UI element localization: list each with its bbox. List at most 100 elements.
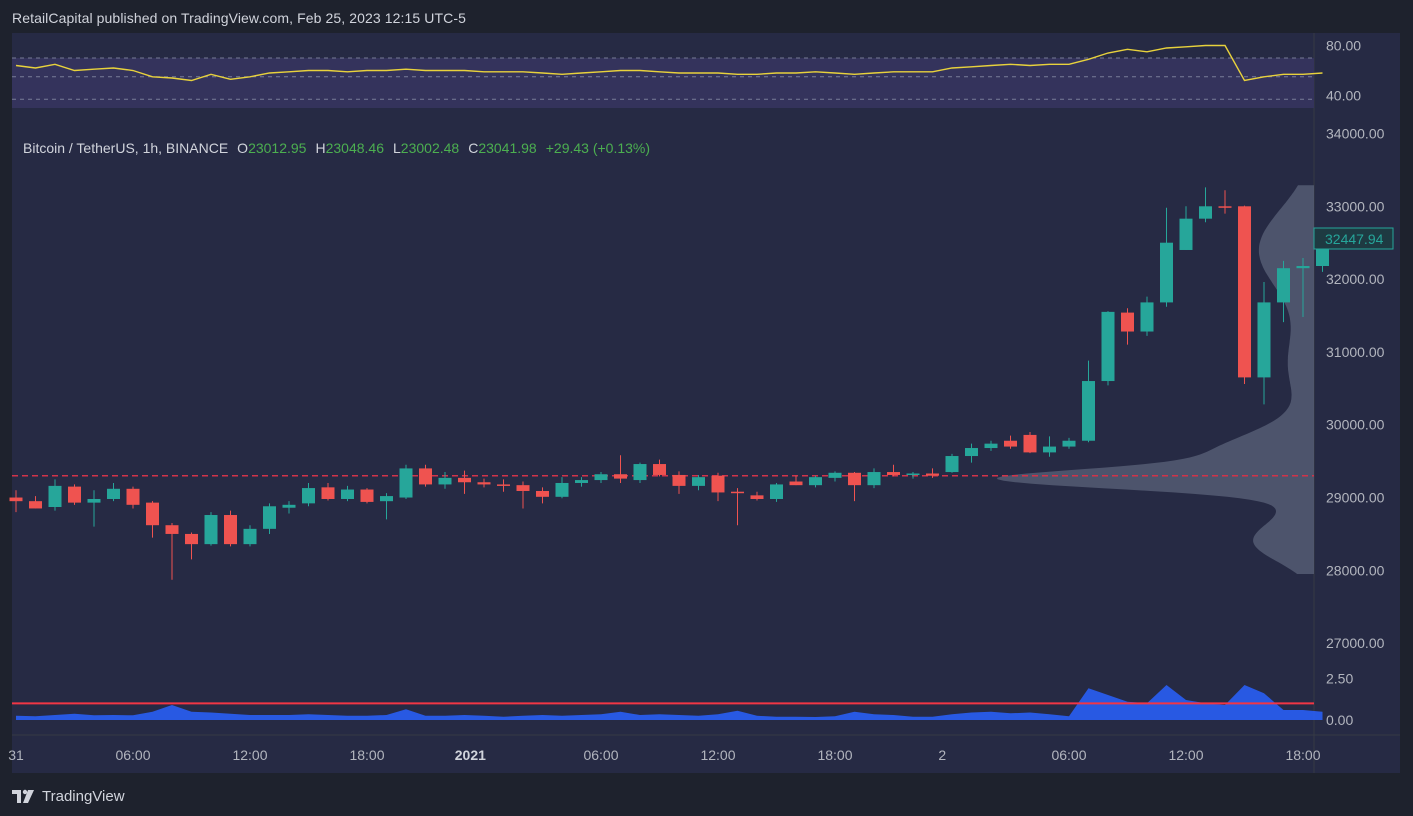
candle <box>146 501 159 538</box>
candle-body <box>477 482 491 485</box>
candle <box>1023 432 1037 454</box>
candle <box>828 471 842 482</box>
candle-body <box>263 506 276 529</box>
candle <box>887 464 900 477</box>
candle <box>68 484 81 505</box>
time-tick-label: 06:00 <box>583 747 618 763</box>
candle-body <box>68 486 81 503</box>
legend[interactable]: Bitcoin / TetherUS, 1h, BINANCE O23012.95… <box>23 140 650 156</box>
candle <box>614 455 627 483</box>
candle <box>1043 436 1056 457</box>
candle <box>263 503 276 534</box>
candle <box>809 475 822 488</box>
candle <box>1199 187 1212 223</box>
candle <box>1121 308 1134 345</box>
candle <box>536 487 549 504</box>
candle <box>477 478 491 488</box>
candle <box>965 443 978 463</box>
candle-body <box>224 515 237 545</box>
candle <box>380 493 393 520</box>
indicator-pane <box>12 685 1323 720</box>
candle-body <box>887 472 900 475</box>
candle <box>789 475 803 486</box>
candle-body <box>126 488 140 505</box>
volume-profile <box>997 185 1314 574</box>
candle-body <box>204 515 218 545</box>
candle-body <box>1140 302 1154 332</box>
time-tick-label: 2 <box>938 747 946 763</box>
candle <box>29 496 42 509</box>
candle-body <box>458 477 471 483</box>
candle <box>1082 360 1095 443</box>
candle-body <box>594 474 608 481</box>
candlestick-series <box>9 187 1329 580</box>
candle-body <box>711 475 725 493</box>
candle <box>945 453 959 473</box>
price-badge-label: 32447.94 <box>1325 231 1384 247</box>
candle-body <box>1023 434 1037 453</box>
candle <box>1296 257 1310 317</box>
candle <box>48 479 62 511</box>
indicator-area <box>16 685 1323 720</box>
time-axis-background <box>12 735 1314 773</box>
main-pane-background <box>12 108 1314 665</box>
candle <box>302 482 315 507</box>
candle-body <box>341 489 354 499</box>
candle <box>750 491 764 501</box>
candle <box>926 468 939 478</box>
legend-low-label: L <box>393 140 401 156</box>
candle <box>1062 437 1076 449</box>
candle <box>458 470 471 494</box>
candle-body <box>867 472 881 486</box>
candle-body <box>419 468 432 485</box>
candle <box>341 485 354 502</box>
time-tick-label: 18:00 <box>349 747 384 763</box>
candle <box>1316 246 1329 272</box>
svg-text:Bitcoin / TetherUS, 1h, BINANC: Bitcoin / TetherUS, 1h, BINANCE O23012.95… <box>23 140 650 156</box>
legend-close: 23041.98 <box>478 140 537 156</box>
candle-body <box>789 481 803 486</box>
candle-body <box>809 477 822 486</box>
footer: TradingView <box>12 784 125 808</box>
candle-body <box>87 498 101 503</box>
tradingview-logo-icon <box>12 789 34 803</box>
candle-body <box>926 473 939 476</box>
chart-frame[interactable]: 34000.00 33000.00 32000.00 31000.00 30000.00… <box>0 32 1413 773</box>
candle-body <box>1316 246 1329 266</box>
footer-brand: TradingView <box>42 787 125 805</box>
candle <box>282 501 296 514</box>
candle-body <box>1004 440 1017 447</box>
candle-body <box>1257 302 1271 378</box>
indicator-tick-label: 2.50 <box>1326 670 1353 686</box>
candle <box>1218 190 1232 214</box>
time-tick-label: 12:00 <box>700 747 735 763</box>
candle-body <box>107 488 120 499</box>
time-tick-label: 06:00 <box>115 747 150 763</box>
candle-body <box>555 482 569 497</box>
price-tick-label: 28000.00 <box>1326 562 1385 578</box>
legend-symbol: Bitcoin / TetherUS, 1h, BINANCE <box>23 140 228 156</box>
legend-open-label: O <box>237 140 248 156</box>
price-tick-label: 30000.00 <box>1326 417 1385 433</box>
candle-body <box>692 477 705 486</box>
candle-body <box>1277 268 1290 303</box>
legend-change: +29.43 (+0.13%) <box>546 140 650 156</box>
candle <box>399 464 413 499</box>
candle-body <box>185 533 198 545</box>
candle <box>770 482 783 502</box>
candle-body <box>770 484 783 499</box>
candle-body <box>399 468 413 498</box>
candle-body <box>750 495 764 499</box>
candle-body <box>360 489 374 502</box>
candle-body <box>906 473 920 476</box>
candle <box>204 512 218 546</box>
legend-high-label: H <box>315 140 325 156</box>
candle <box>243 525 257 547</box>
candle <box>692 474 705 491</box>
indicator-tick-label: 0.00 <box>1326 712 1353 728</box>
candle <box>497 479 510 492</box>
candle <box>360 488 374 504</box>
candle <box>516 481 530 509</box>
candle-body <box>1218 206 1232 208</box>
chart-canvas[interactable]: 34000.00 33000.00 32000.00 31000.00 30000.00… <box>0 32 1413 773</box>
